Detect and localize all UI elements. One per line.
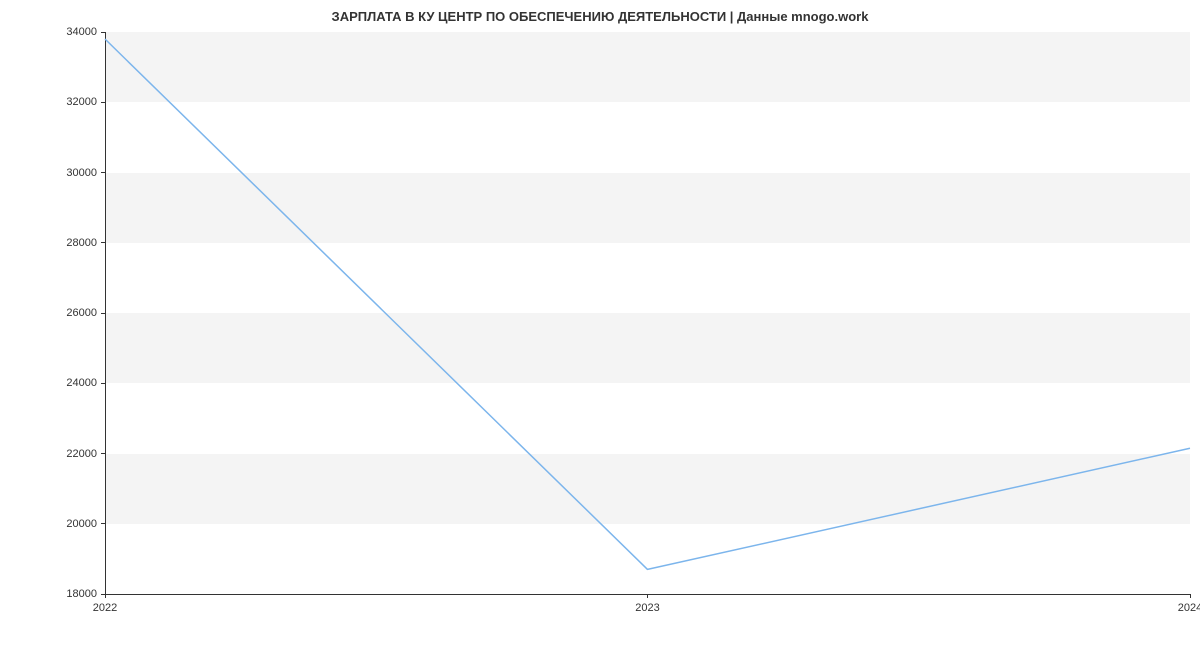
y-tick-label: 32000	[55, 96, 97, 108]
y-tick-label: 18000	[55, 588, 97, 600]
y-tick-label: 20000	[55, 518, 97, 530]
x-tick-mark	[105, 594, 106, 598]
x-tick-label: 2022	[93, 602, 117, 614]
chart-title: ЗАРПЛАТА В КУ ЦЕНТР ПО ОБЕСПЕЧЕНИЮ ДЕЯТЕ…	[0, 9, 1200, 24]
y-tick-label: 28000	[55, 237, 97, 249]
y-tick-label: 22000	[55, 448, 97, 460]
x-tick-mark	[647, 594, 648, 598]
plot-area: 1800020000220002400026000280003000032000…	[105, 32, 1190, 594]
x-tick-mark	[1190, 594, 1191, 598]
y-tick-label: 34000	[55, 26, 97, 38]
line-layer	[105, 32, 1190, 594]
x-tick-label: 2024	[1178, 602, 1200, 614]
y-tick-label: 26000	[55, 307, 97, 319]
salary-line	[105, 39, 1190, 569]
x-tick-label: 2023	[635, 602, 659, 614]
y-tick-label: 24000	[55, 377, 97, 389]
y-tick-label: 30000	[55, 167, 97, 179]
